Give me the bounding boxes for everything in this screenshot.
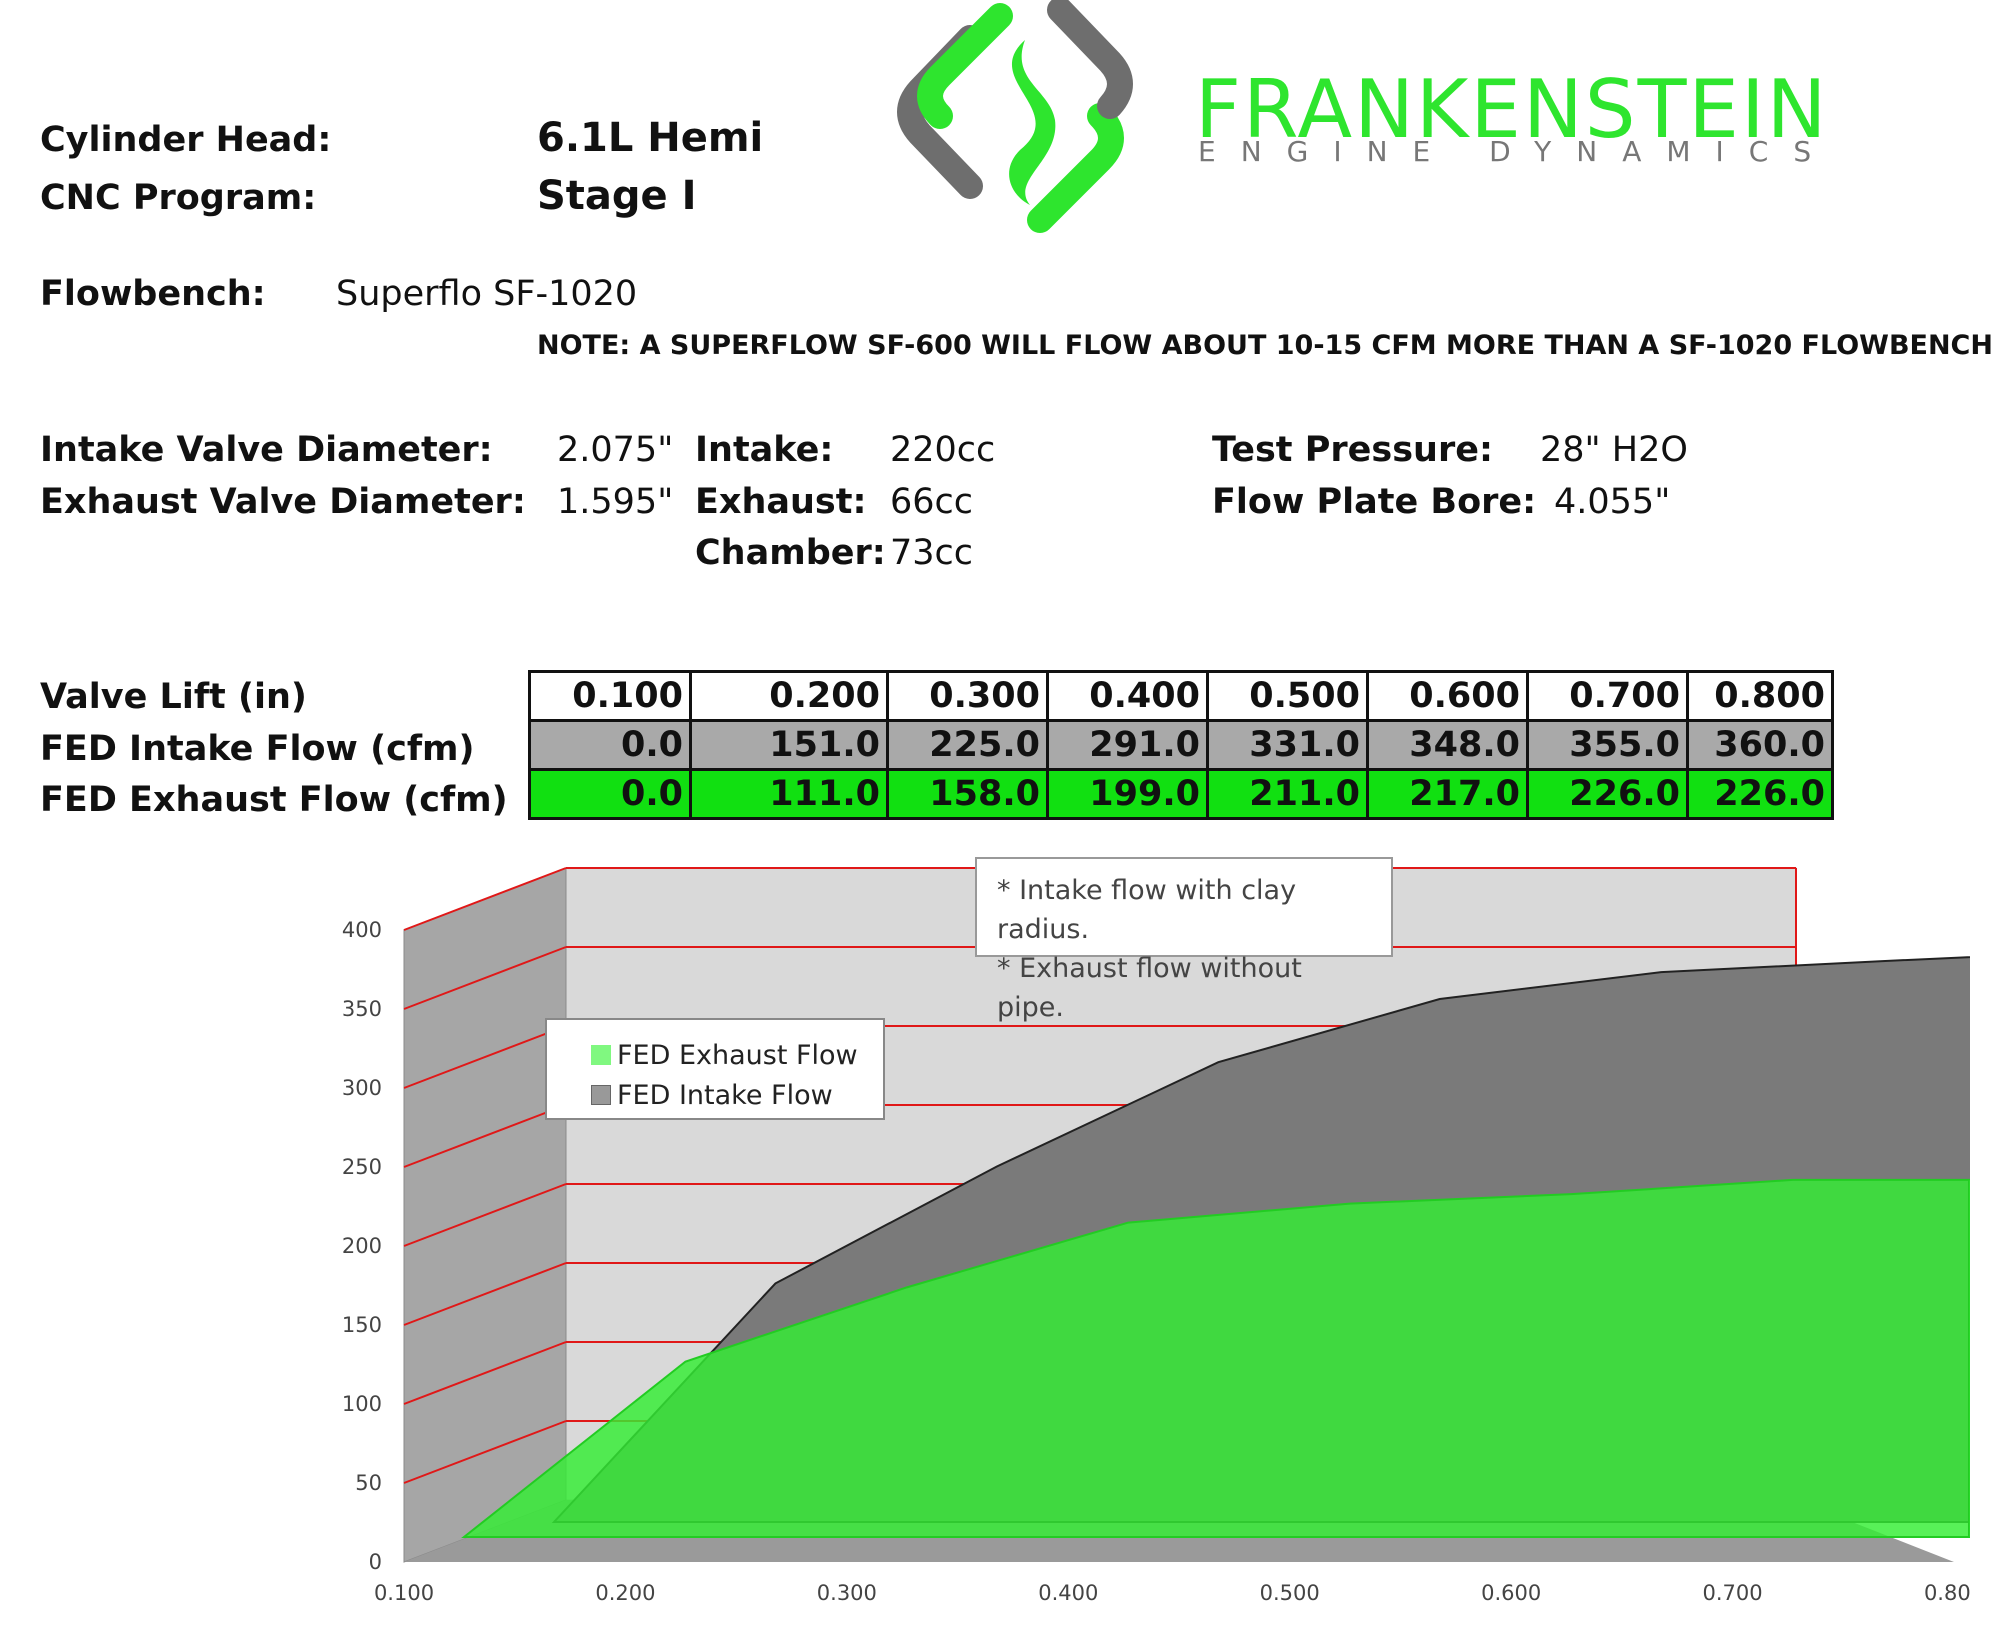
legend-item-intake: FED Intake Flow	[591, 1079, 833, 1111]
intake-valve-diameter-value: 2.075"	[557, 430, 674, 470]
table-cell: 0.300	[886, 670, 1049, 722]
x-tick-label: 0.200	[595, 1581, 655, 1605]
cylinder-head-label: Cylinder Head:	[40, 120, 332, 160]
chamber-volume-value: 73cc	[890, 533, 974, 573]
flow-table: 0.100 0.200 0.300 0.400 0.500 0.600 0.70…	[528, 670, 1834, 820]
gridline-side	[403, 1183, 567, 1247]
flowbench-label: Flowbench:	[40, 274, 266, 314]
cnc-program-label: CNC Program:	[40, 178, 317, 218]
flowbench-value: Superflo SF-1020	[336, 274, 638, 314]
chart-annotation: * Intake flow with clay radius. * Exhaus…	[975, 857, 1393, 1023]
x-tick-label: 0.800	[1924, 1581, 1970, 1605]
intake-volume-label: Intake:	[695, 430, 834, 470]
exhaust-volume-label: Exhaust:	[695, 482, 867, 522]
intake-valve-diameter-label: Intake Valve Diameter:	[40, 430, 493, 470]
y-tick-label: 250	[342, 1155, 382, 1179]
table-cell: 158.0	[886, 768, 1049, 820]
test-pressure-value: 28" H2O	[1540, 430, 1688, 470]
chart-legend: FED Exhaust Flow FED Intake Flow	[545, 1018, 885, 1120]
table-cell: 151.0	[689, 719, 889, 771]
legend-swatch	[591, 1085, 611, 1105]
x-tick-label: 0.400	[1038, 1581, 1098, 1605]
x-tick-label: 0.300	[817, 1581, 877, 1605]
x-tick-label: 0.100	[374, 1581, 434, 1605]
series-end-face	[1968, 1179, 1970, 1538]
exhaust-valve-diameter-value: 1.595"	[557, 482, 674, 522]
cylinder-head-value: 6.1L Hemi	[537, 115, 764, 161]
x-tick-label: 0.700	[1703, 1581, 1763, 1605]
table-cell: 211.0	[1206, 768, 1369, 820]
cnc-program-value: Stage I	[537, 173, 697, 219]
exhaust-valve-diameter-label: Exhaust Valve Diameter:	[40, 482, 526, 522]
gridline-side	[403, 867, 567, 931]
valve-lift-row-label: Valve Lift (in)	[40, 677, 307, 717]
logo-tagline: ENGINE DYNAMICS	[1198, 135, 1837, 168]
gridline-side	[403, 1262, 567, 1326]
y-tick-label: 0	[369, 1550, 382, 1574]
table-cell: 0.600	[1366, 670, 1529, 722]
table-cell: 331.0	[1206, 719, 1369, 771]
x-tick-label: 0.500	[1260, 1581, 1320, 1605]
y-tick-label: 50	[355, 1471, 382, 1495]
intake-flow-row-label: FED Intake Flow (cfm)	[40, 729, 475, 769]
exhaust-flow-row: 0.0 111.0 158.0 199.0 211.0 217.0 226.0 …	[528, 768, 1834, 820]
test-pressure-label: Test Pressure:	[1212, 430, 1493, 470]
intake-flow-row: 0.0 151.0 225.0 291.0 331.0 348.0 355.0 …	[528, 719, 1834, 771]
table-cell: 0.100	[528, 670, 692, 722]
flowbench-note: NOTE: A SUPERFLOW SF-600 WILL FLOW ABOUT…	[537, 330, 1993, 361]
valve-lift-row: 0.100 0.200 0.300 0.400 0.500 0.600 0.70…	[528, 670, 1834, 722]
frankenstein-logo	[860, 0, 1990, 245]
table-cell: 225.0	[886, 719, 1049, 771]
y-tick-label: 400	[342, 918, 382, 942]
annotation-line: * Intake flow with clay radius.	[997, 875, 1297, 945]
gridline-side	[403, 1420, 567, 1484]
logo-emblem-icon	[897, 0, 1133, 233]
table-cell: 0.0	[528, 719, 692, 771]
exhaust-flow-series	[461, 1178, 1970, 1538]
legend-label: FED Exhaust Flow	[617, 1039, 858, 1071]
table-cell: 0.700	[1526, 670, 1689, 722]
table-cell: 0.400	[1046, 670, 1209, 722]
exhaust-flow-row-label: FED Exhaust Flow (cfm)	[40, 780, 508, 820]
x-tick-label: 0.600	[1481, 1581, 1541, 1605]
y-tick-label: 150	[342, 1313, 382, 1337]
annotation-line: * Exhaust flow without pipe.	[997, 953, 1302, 1023]
flow-chart: 0 50 100 150 200 250 300 350 400 0.100 0.200 0.300 0…	[342, 867, 1970, 1605]
flow-plate-bore-label: Flow Plate Bore:	[1212, 482, 1537, 522]
logo-wordmark: FRANKENSTEIN	[1195, 63, 1829, 156]
legend-label: FED Intake Flow	[617, 1079, 833, 1111]
legend-item-exhaust: FED Exhaust Flow	[591, 1039, 858, 1071]
intake-volume-value: 220cc	[890, 430, 996, 470]
y-tick-label: 350	[342, 997, 382, 1021]
table-cell: 0.200	[689, 670, 889, 722]
y-tick-label: 200	[342, 1234, 382, 1258]
table-cell: 217.0	[1366, 768, 1529, 820]
table-cell: 0.800	[1686, 670, 1834, 722]
table-cell: 0.500	[1206, 670, 1369, 722]
exhaust-volume-value: 66cc	[890, 482, 974, 522]
legend-swatch	[591, 1045, 611, 1065]
table-cell: 0.0	[528, 768, 692, 820]
table-cell: 111.0	[689, 768, 889, 820]
table-cell: 226.0	[1686, 768, 1834, 820]
table-cell: 291.0	[1046, 719, 1209, 771]
gridline-side	[403, 1341, 567, 1405]
table-cell: 360.0	[1686, 719, 1834, 771]
gridline-side	[403, 1025, 567, 1089]
table-cell: 199.0	[1046, 768, 1209, 820]
chamber-volume-label: Chamber:	[695, 533, 886, 573]
flow-plate-bore-value: 4.055"	[1554, 482, 1671, 522]
table-cell: 355.0	[1526, 719, 1689, 771]
y-tick-label: 300	[342, 1076, 382, 1100]
table-cell: 226.0	[1526, 768, 1689, 820]
gridline-side	[403, 946, 567, 1010]
table-cell: 348.0	[1366, 719, 1529, 771]
y-tick-label: 100	[342, 1392, 382, 1416]
gridline-side	[403, 1104, 567, 1168]
